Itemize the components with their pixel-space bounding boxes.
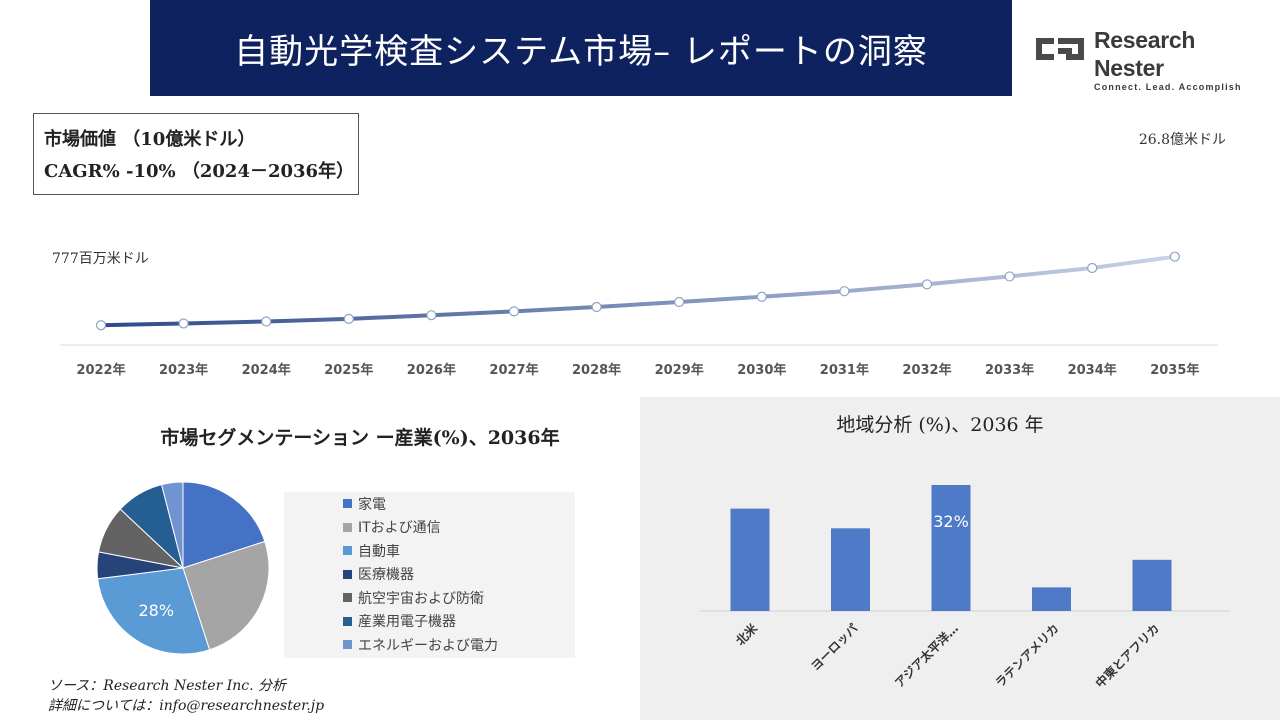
- legend-label: ITおよび通信: [358, 520, 441, 537]
- start-value-label: 777百万米ドル: [52, 251, 149, 267]
- legend-swatch: [343, 569, 352, 579]
- legend-swatch: [343, 616, 352, 626]
- pie-legend: 家電 ITおよび通信 自動車医療機器航空宇宙および防衛 産業用電子機器エネルギーおよび…: [343, 492, 498, 657]
- source-text: ソース：Research Nester Inc. 分析: [48, 678, 287, 694]
- data-point: [508, 306, 520, 317]
- x-tick-label: 北米: [733, 620, 761, 648]
- pie-slice: [97, 567, 211, 655]
- bar: [730, 508, 770, 611]
- data-point: [591, 301, 602, 313]
- data-point: [839, 286, 850, 297]
- data-point: [1004, 271, 1015, 282]
- legend-item: 医療機器: [343, 563, 498, 587]
- data-point: [178, 318, 189, 329]
- x-tick-label: ラテンアメリカ: [993, 621, 1062, 690]
- x-tick-label: 2026年: [407, 362, 456, 378]
- x-tick-label: ヨーロッパ: [808, 621, 860, 673]
- page-title: 自動光学検査システム市場– レポートの洞察: [234, 31, 928, 72]
- x-tick-label: 2034年: [1068, 362, 1117, 378]
- industry-pie-chart: 28%: [96, 481, 270, 655]
- legend-swatch: [343, 499, 352, 509]
- bar: [831, 528, 870, 611]
- legend-swatch: [343, 522, 352, 532]
- title-banner: 自動光学検査システム市場– レポートの洞察: [150, 0, 1012, 96]
- data-point: [426, 310, 437, 321]
- legend-label: 家電: [358, 496, 386, 513]
- x-tick-label: 2023年: [159, 362, 208, 378]
- legend-label: エネルギーおよび電力: [358, 637, 498, 654]
- pie-slice: [182, 540, 270, 651]
- series-line: [99, 254, 1177, 328]
- data-point: [1169, 251, 1180, 262]
- pie-legend-panel: [284, 492, 575, 658]
- legend-item: 家電: [343, 492, 498, 516]
- region-title: 地域分析 (%)、2036 年: [836, 414, 1044, 436]
- region-bar-chart: 北米 ヨーロッパ 32% アジア太平洋… ラテンアメリカ 中東とアフリカ: [700, 485, 1230, 691]
- legend-label: 航空宇宙および防衛: [358, 590, 484, 607]
- logo-mark-icon: [1036, 38, 1084, 60]
- legend-swatch: [343, 546, 352, 556]
- pie-slice: [161, 481, 184, 569]
- x-tick-label: 2031年: [820, 362, 869, 378]
- legend-swatch: [343, 593, 352, 603]
- market-info-box: 市場価値 （10億米ドル） CAGR% -10% （2024－2036年）: [33, 113, 359, 195]
- x-tick-label: アジア太平洋…: [891, 621, 961, 691]
- x-tick-label: 2033年: [985, 362, 1034, 378]
- source-note: ソース：Research Nester Inc. 分析 詳細については：info…: [48, 676, 324, 716]
- market-value-label: 市場価値 （10億米ドル）: [44, 129, 256, 150]
- data-point: [921, 279, 933, 290]
- pie-slice: [182, 481, 266, 569]
- data-point: [343, 313, 354, 324]
- legend-item: エネルギーおよび電力: [343, 633, 498, 657]
- x-tick-label: 2027年: [489, 362, 538, 378]
- x-tick-label: 2025年: [324, 362, 373, 378]
- legend-item: 航空宇宙および防衛: [343, 586, 498, 610]
- segmentation-title: 市場セグメンテーション ー産業(%)、2036年: [160, 427, 560, 449]
- legend-item: ITおよび通信: [343, 516, 498, 540]
- data-point: [1087, 262, 1098, 274]
- bar-data-label: 32%: [933, 512, 969, 531]
- pie-data-label: 28%: [138, 601, 174, 620]
- legend-label: 産業用電子機器: [358, 614, 456, 631]
- data-point: [756, 291, 767, 302]
- logo-name: Research Nester: [1094, 27, 1196, 81]
- end-value-label: 26.8億米ドル: [1139, 132, 1226, 148]
- data-point: [261, 316, 272, 327]
- data-point: [95, 320, 107, 331]
- bar: [1132, 559, 1172, 611]
- legend-item: 自動車: [343, 539, 498, 563]
- x-tick-label: 中東とアフリカ: [1092, 621, 1162, 691]
- contact-text: 詳細については：info@researchnester.jp: [48, 698, 325, 714]
- x-tick-label: 2024年: [242, 362, 291, 378]
- cagr-label: CAGR% -10% （2024－2036年）: [44, 161, 355, 182]
- bar: [931, 485, 971, 611]
- x-tick-label: 2035年: [1150, 362, 1199, 378]
- x-tick-label: 2032年: [902, 362, 951, 378]
- x-tick-label: 2030年: [737, 362, 786, 378]
- legend-item: 産業用電子機器: [343, 610, 498, 634]
- bar: [1032, 587, 1071, 611]
- logo-tagline: Connect. Lead. Accomplish: [1094, 82, 1242, 92]
- legend-label: 医療機器: [358, 567, 414, 584]
- legend-swatch: [343, 640, 352, 650]
- x-tick-label: 2029年: [655, 362, 704, 378]
- company-logo: Research Nester Connect. Lead. Accomplis…: [1032, 26, 1262, 92]
- legend-label: 自動車: [358, 543, 400, 560]
- market-growth-line-chart: 2022年 2023年 2024年 2025年 2026年 2027年 2028年 2029年…: [52, 132, 1226, 378]
- x-tick-label: 2028年: [572, 362, 621, 378]
- data-point: [674, 296, 685, 308]
- x-tick-label: 2022年: [76, 362, 125, 378]
